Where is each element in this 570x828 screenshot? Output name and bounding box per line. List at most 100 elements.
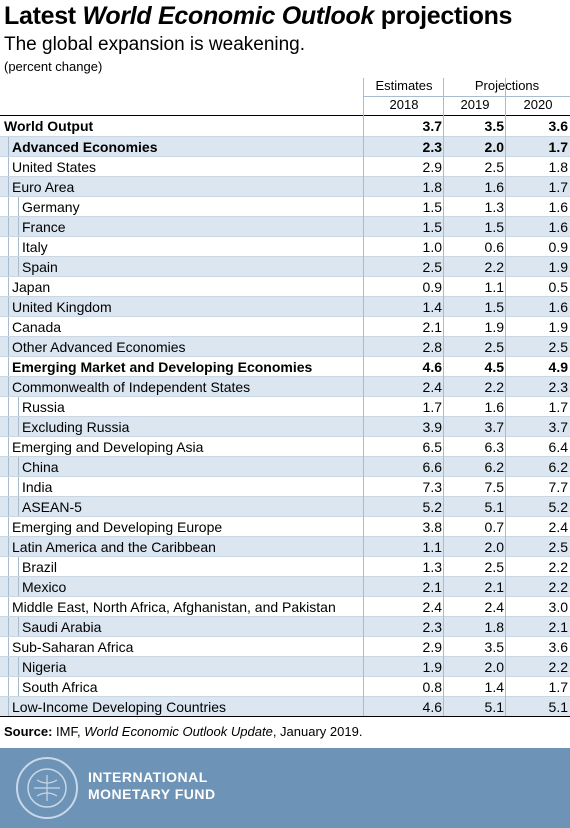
table-row: Sub-Saharan Africa 2.9 3.5 3.6 [0, 636, 570, 657]
indent-line [8, 417, 9, 437]
cell-value: 2.5 [484, 559, 504, 575]
cell-value: 1.8 [548, 159, 568, 175]
cell-value: 2.5 [484, 159, 504, 175]
cell-value: 2.4 [422, 379, 442, 395]
column-line [505, 78, 506, 716]
row-label: United States [12, 159, 97, 175]
cell-value: 1.9 [548, 319, 568, 335]
cell-value: 3.5 [484, 639, 504, 655]
indent-line [18, 457, 19, 477]
row-label: Advanced Economies [12, 139, 158, 155]
cell-value: 6.4 [548, 439, 568, 455]
row-label: Spain [22, 259, 58, 275]
table-row: Excluding Russia 3.9 3.7 3.7 [0, 416, 570, 437]
group-header: Projections [474, 78, 540, 93]
indent-line [8, 657, 9, 677]
row-label: Saudi Arabia [22, 619, 102, 635]
table-row: Emerging Market and Developing Economies… [0, 356, 570, 377]
indent-line [8, 497, 9, 517]
indent-line [18, 617, 19, 637]
indent-line [8, 517, 9, 537]
cell-value: 4.9 [548, 359, 568, 375]
cell-value: 2.1 [484, 579, 504, 595]
indent-line [8, 677, 9, 697]
indent-line [8, 457, 9, 477]
indent-line [8, 537, 9, 557]
title-text: Latest [4, 2, 76, 30]
table-row: Italy 1.0 0.6 0.9 [0, 236, 570, 257]
rule [364, 96, 570, 97]
cell-value: 0.6 [484, 239, 504, 255]
table-row: United Kingdom 1.4 1.5 1.6 [0, 296, 570, 317]
indent-line [8, 277, 9, 297]
cell-value: 4.6 [422, 699, 442, 715]
cell-value: 2.9 [422, 639, 442, 655]
column-line [363, 78, 364, 716]
table-row: China 6.6 6.2 6.2 [0, 456, 570, 477]
column-line [443, 78, 444, 716]
cell-value: 0.9 [548, 239, 568, 255]
cell-value: 1.5 [484, 299, 504, 315]
cell-value: 7.5 [484, 479, 504, 495]
cell-value: 1.5 [422, 199, 442, 215]
rule [0, 115, 570, 116]
table-row: Latin America and the Caribbean 1.1 2.0 2.5 [0, 536, 570, 557]
source-text: , January 2019. [272, 724, 363, 739]
cell-value: 7.3 [422, 479, 442, 495]
indent-line [18, 677, 19, 697]
table-row: Japan 0.9 1.1 0.5 [0, 276, 570, 297]
cell-value: 3.6 [548, 639, 568, 655]
table-row: World Output 3.7 3.5 3.6 [0, 116, 570, 136]
cell-value: 2.4 [484, 599, 504, 615]
cell-value: 1.7 [548, 679, 568, 695]
row-label: World Output [4, 118, 94, 134]
cell-value: 2.3 [422, 139, 442, 155]
cell-value: 1.4 [484, 679, 504, 695]
cell-value: 2.1 [548, 619, 568, 635]
cell-value: 1.1 [484, 279, 504, 295]
cell-value: 5.1 [484, 699, 504, 715]
cell-value: 1.4 [422, 299, 442, 315]
cell-value: 6.6 [422, 459, 442, 475]
row-label: Low-Income Developing Countries [12, 699, 226, 715]
indent-line [8, 577, 9, 597]
cell-value: 1.8 [484, 619, 504, 635]
footer-text: MONETARY FUND [88, 786, 216, 802]
indent-line [18, 217, 19, 237]
row-label: Latin America and the Caribbean [12, 539, 216, 555]
cell-value: 2.0 [484, 539, 504, 555]
footer-text: INTERNATIONAL [88, 769, 208, 785]
cell-value: 3.9 [422, 419, 442, 435]
cell-value: 2.1 [422, 319, 442, 335]
indent-line [18, 397, 19, 417]
cell-value: 1.6 [548, 299, 568, 315]
cell-value: 1.3 [484, 199, 504, 215]
indent-line [8, 617, 9, 637]
cell-value: 2.0 [484, 139, 504, 155]
row-label: Canada [12, 319, 62, 335]
cell-value: 3.0 [548, 599, 568, 615]
cell-value: 3.5 [484, 118, 504, 134]
row-label: Brazil [22, 559, 58, 575]
cell-value: 5.2 [548, 499, 568, 515]
footer: INTERNATIONAL MONETARY FUND [0, 748, 570, 828]
cell-value: 1.1 [422, 539, 442, 555]
table-row: South Africa 0.8 1.4 1.7 [0, 676, 570, 697]
row-label: ASEAN-5 [22, 499, 82, 515]
cell-value: 2.1 [422, 579, 442, 595]
cell-value: 5.1 [548, 699, 568, 715]
table-row: Canada 2.1 1.9 1.9 [0, 316, 570, 337]
row-label: China [22, 459, 59, 475]
cell-value: 6.2 [484, 459, 504, 475]
indent-line [8, 157, 9, 177]
cell-value: 2.2 [548, 559, 568, 575]
imf-logo [16, 757, 78, 819]
indent-line [18, 477, 19, 497]
source: Source: IMF, World Economic Outlook Upda… [4, 724, 362, 739]
indent-line [18, 237, 19, 257]
row-label: Euro Area [12, 179, 75, 195]
row-label: Russia [22, 399, 65, 415]
table-row: Germany 1.5 1.3 1.6 [0, 196, 570, 217]
row-label: Middle East, North Africa, Afghanistan, … [12, 599, 336, 615]
